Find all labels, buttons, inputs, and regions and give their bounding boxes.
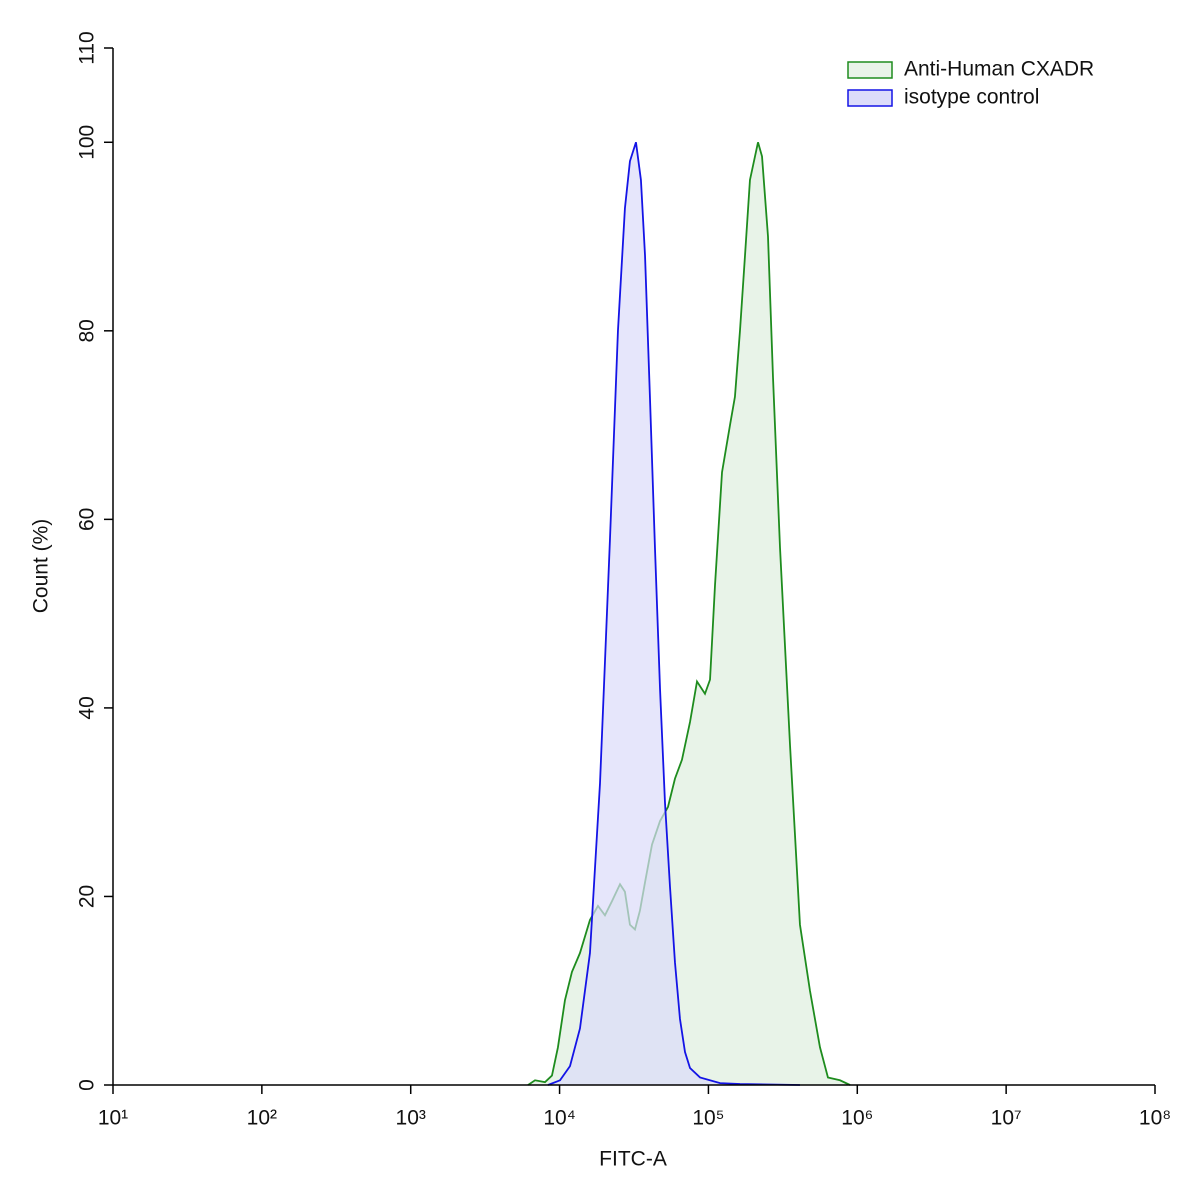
x-tick-label: 10⁸ <box>1139 1107 1171 1130</box>
y-tick-label: 80 <box>76 319 99 342</box>
y-tick-label: 60 <box>76 508 99 531</box>
y-tick-label: 110 <box>76 31 99 64</box>
histogram-line <box>547 141 800 1086</box>
y-tick-label: 0 <box>76 1079 99 1091</box>
x-tick-label: 10⁴ <box>543 1107 575 1130</box>
legend-swatch <box>847 61 893 79</box>
x-axis-label: FITC-A <box>599 1148 667 1171</box>
x-tick-label: 10³ <box>396 1107 426 1130</box>
area-fill <box>547 142 800 1086</box>
y-axis-label: Count (%) <box>30 519 53 614</box>
x-tick-label: 10¹ <box>98 1107 128 1130</box>
y-tick-label: 40 <box>76 696 99 719</box>
histogram-line <box>527 142 851 1086</box>
x-tick-label: 10⁷ <box>991 1107 1022 1130</box>
x-tick-label: 10⁵ <box>692 1107 724 1130</box>
legend-swatch <box>847 89 893 107</box>
legend-label: isotype control <box>904 86 1039 109</box>
x-tick-label: 10² <box>247 1107 277 1130</box>
x-tick-label: 10⁶ <box>841 1107 873 1130</box>
legend-label: Anti-Human CXADR <box>904 58 1094 81</box>
area-fill <box>528 142 851 1086</box>
y-tick-label: 100 <box>76 125 99 160</box>
y-tick-label: 20 <box>76 885 99 908</box>
